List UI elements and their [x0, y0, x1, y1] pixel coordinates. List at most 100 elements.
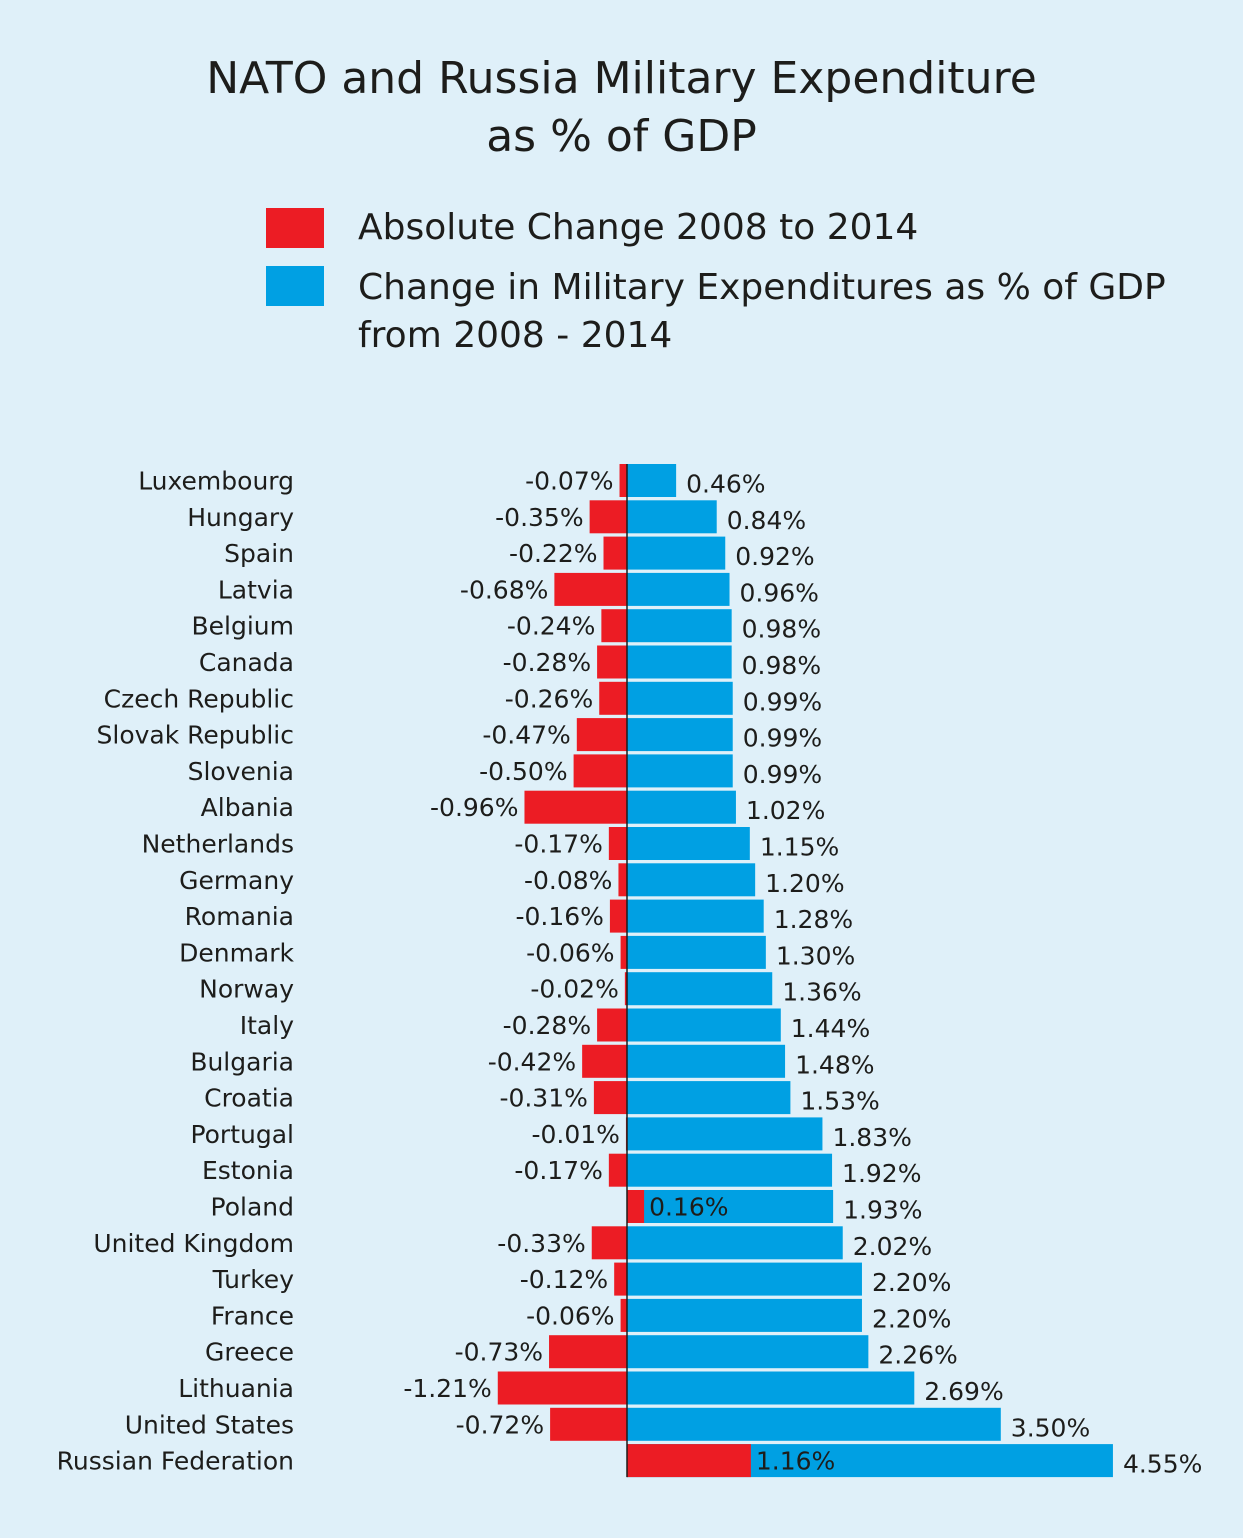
value-label-gdp-change-bulgaria: 1.48%: [795, 1050, 874, 1079]
bar-absolute-change-estonia: [608, 1153, 627, 1187]
bar-absolute-change-greece: [549, 1335, 627, 1369]
country-label-latvia: Latvia: [218, 575, 294, 604]
value-label-gdp-change-denmark: 1.30%: [776, 941, 855, 970]
bar-absolute-change-spain: [603, 536, 627, 570]
value-label-absolute-change-latvia: -0.68%: [460, 575, 548, 604]
value-label-gdp-change-canada: 0.98%: [742, 651, 821, 680]
country-label-germany: Germany: [179, 866, 294, 895]
country-label-hungary: Hungary: [187, 503, 294, 532]
bar-absolute-change-romania: [609, 899, 627, 933]
legend-label-gdp-change-line1: Change in Military Expenditures as % of …: [358, 267, 1166, 308]
bar-absolute-change-hungary: [589, 500, 627, 534]
bar-absolute-change-russian-federation: [627, 1444, 751, 1478]
value-label-gdp-change-italy: 1.44%: [791, 1014, 870, 1043]
legend-swatch-red: [266, 208, 324, 248]
country-label-russian-federation: Russian Federation: [57, 1447, 294, 1476]
bar-gdp-change-spain: [627, 536, 726, 570]
value-label-absolute-change-germany: -0.08%: [524, 866, 612, 895]
value-label-absolute-change-norway: -0.02%: [530, 975, 618, 1004]
value-label-gdp-change-turkey: 2.20%: [872, 1268, 951, 1297]
value-label-absolute-change-hungary: -0.35%: [495, 503, 583, 532]
bar-gdp-change-croatia: [627, 1081, 791, 1115]
bar-gdp-change-luxembourg: [627, 464, 677, 497]
value-label-absolute-change-romania: -0.16%: [515, 902, 603, 931]
country-label-bulgaria: Bulgaria: [190, 1047, 294, 1076]
value-label-gdp-change-spain: 0.92%: [735, 542, 814, 571]
bar-absolute-change-netherlands: [608, 827, 627, 860]
value-label-absolute-change-slovak-republic: -0.47%: [482, 721, 570, 750]
country-label-estonia: Estonia: [202, 1156, 294, 1185]
bar-absolute-change-slovak-republic: [576, 718, 627, 752]
bar-absolute-change-latvia: [554, 572, 627, 606]
value-label-absolute-change-estonia: -0.17%: [514, 1156, 602, 1185]
bar-gdp-change-bulgaria: [627, 1044, 786, 1078]
value-label-gdp-change-france: 2.20%: [872, 1304, 951, 1333]
bar-absolute-change-croatia: [593, 1081, 627, 1115]
country-label-czech-republic: Czech Republic: [104, 684, 294, 713]
country-label-united-states: United States: [125, 1410, 294, 1439]
bar-gdp-change-denmark: [627, 935, 766, 969]
bar-gdp-change-slovak-republic: [627, 718, 733, 752]
country-label-united-kingdom: United Kingdom: [93, 1229, 294, 1258]
value-label-gdp-change-united-kingdom: 2.02%: [853, 1232, 932, 1261]
bar-gdp-change-belgium: [627, 609, 732, 643]
value-label-absolute-change-russian-federation: 1.16%: [756, 1447, 835, 1476]
country-label-spain: Spain: [224, 539, 294, 568]
value-label-absolute-change-croatia: -0.31%: [499, 1084, 587, 1113]
value-label-absolute-change-denmark: -0.06%: [526, 938, 614, 967]
value-label-absolute-change-united-kingdom: -0.33%: [497, 1229, 585, 1258]
value-label-gdp-change-united-states: 3.50%: [1011, 1413, 1090, 1442]
country-label-norway: Norway: [199, 975, 294, 1004]
value-label-gdp-change-estonia: 1.92%: [842, 1159, 921, 1188]
bar-absolute-change-canada: [597, 645, 627, 679]
bar-absolute-change-france: [620, 1298, 627, 1332]
bar-absolute-change-united-states: [550, 1407, 627, 1441]
value-label-absolute-change-slovenia: -0.50%: [479, 757, 567, 786]
value-label-absolute-change-belgium: -0.24%: [507, 612, 595, 641]
value-label-gdp-change-lithuania: 2.69%: [924, 1377, 1003, 1406]
bar-gdp-change-france: [627, 1298, 862, 1332]
value-label-absolute-change-lithuania: -1.21%: [403, 1374, 491, 1403]
value-label-gdp-change-portugal: 1.83%: [832, 1123, 911, 1152]
bar-absolute-change-belgium: [601, 609, 627, 643]
bar-absolute-change-poland: [627, 1190, 645, 1223]
bar-absolute-change-lithuania: [497, 1371, 627, 1405]
value-label-gdp-change-hungary: 0.84%: [727, 506, 806, 535]
bar-absolute-change-czech-republic: [599, 681, 627, 715]
bar-gdp-change-czech-republic: [627, 681, 733, 715]
country-label-poland: Poland: [211, 1193, 294, 1222]
bar-gdp-change-greece: [627, 1335, 869, 1369]
country-label-canada: Canada: [199, 648, 294, 677]
bar-gdp-change-portugal: [627, 1117, 823, 1151]
value-label-gdp-change-germany: 1.20%: [765, 869, 844, 898]
value-label-gdp-change-russian-federation: 4.55%: [1123, 1450, 1202, 1479]
country-label-slovenia: Slovenia: [188, 757, 294, 786]
value-label-absolute-change-czech-republic: -0.26%: [505, 684, 593, 713]
value-label-gdp-change-latvia: 0.96%: [740, 578, 819, 607]
bar-gdp-change-netherlands: [627, 827, 750, 860]
bar-gdp-change-united-kingdom: [627, 1226, 843, 1260]
value-label-absolute-change-luxembourg: -0.07%: [525, 467, 613, 496]
value-label-absolute-change-italy: -0.28%: [503, 1011, 591, 1040]
bar-gdp-change-hungary: [627, 500, 717, 534]
bar-absolute-change-turkey: [614, 1262, 627, 1296]
bar-gdp-change-romania: [627, 899, 764, 933]
bar-absolute-change-norway: [624, 972, 627, 1006]
bar-gdp-change-germany: [627, 863, 756, 897]
value-label-absolute-change-bulgaria: -0.42%: [488, 1047, 576, 1076]
bar-gdp-change-albania: [627, 790, 736, 824]
bar-gdp-change-canada: [627, 645, 732, 679]
country-label-lithuania: Lithuania: [178, 1374, 294, 1403]
bar-absolute-change-united-kingdom: [591, 1226, 627, 1260]
bar-gdp-change-turkey: [627, 1262, 862, 1296]
value-label-gdp-change-norway: 1.36%: [782, 978, 861, 1007]
bar-gdp-change-latvia: [627, 572, 730, 606]
value-label-absolute-change-netherlands: -0.17%: [514, 830, 602, 859]
country-label-romania: Romania: [185, 902, 294, 931]
bar-absolute-change-bulgaria: [582, 1044, 627, 1078]
bar-gdp-change-united-states: [627, 1407, 1001, 1441]
bar-absolute-change-germany: [618, 863, 627, 897]
country-label-slovak-republic: Slovak Republic: [97, 721, 295, 750]
legend-label-absolute-change: Absolute Change 2008 to 2014: [358, 207, 919, 248]
